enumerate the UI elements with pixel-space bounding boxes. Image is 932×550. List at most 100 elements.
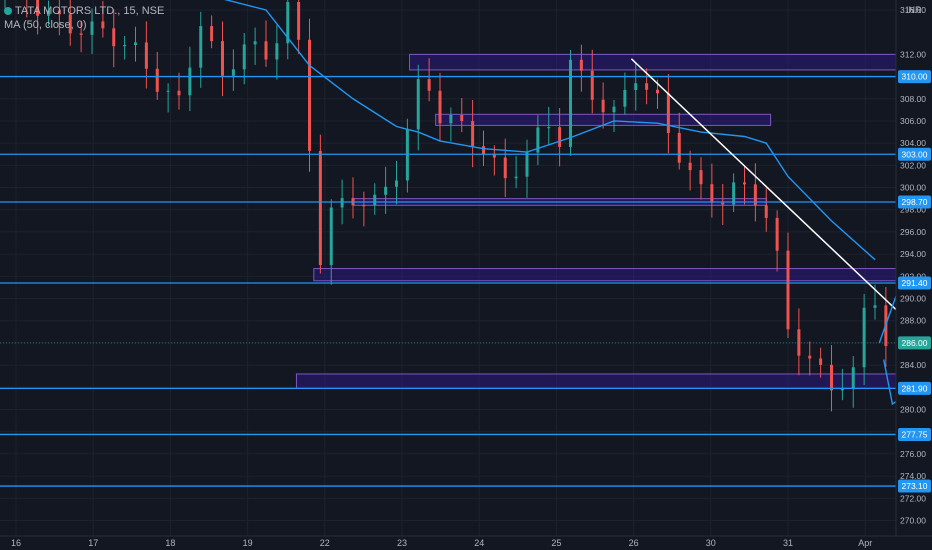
candle-body: [819, 358, 823, 365]
candle-body: [123, 45, 127, 47]
candle: [569, 49, 572, 156]
price-zone: [409, 53, 932, 71]
time-tick-label: 17: [88, 538, 98, 548]
ma-legend[interactable]: MA (50, close, 0): [4, 19, 87, 31]
candle-body: [830, 364, 833, 391]
candle-body: [177, 90, 181, 96]
candle-body: [786, 250, 790, 330]
candle-body: [188, 67, 192, 96]
candle: [68, 0, 72, 46]
candle-body: [286, 1, 290, 44]
price-axis-background: [896, 0, 932, 536]
candle: [590, 49, 594, 114]
candle-body: [601, 99, 605, 113]
candle: [416, 64, 420, 151]
price-tick-label: 284.00: [900, 360, 926, 370]
price-axis: 316.00 312.00 310.00 308.00 306.00 304.00 302.…: [895, 0, 932, 536]
price-tick-label: 274.00: [900, 471, 926, 481]
price-zone: [313, 268, 932, 282]
candle-body: [460, 114, 464, 122]
price-tick-label: 272.00: [900, 493, 926, 503]
candle-body: [101, 21, 105, 29]
level-price-tag: [898, 276, 931, 290]
candle: [199, 11, 203, 88]
candle: [123, 35, 127, 60]
symbol-legend[interactable]: TATA MOTORS LTD., 15, NSE: [4, 4, 164, 18]
candle: [253, 27, 257, 65]
candle-body: [677, 132, 681, 163]
candle: [384, 166, 388, 214]
candle: [144, 21, 148, 89]
candle: [830, 345, 833, 412]
candle: [525, 139, 529, 198]
candle-body: [482, 146, 485, 155]
candle-body: [329, 207, 333, 266]
candle: [395, 160, 398, 205]
candle: [57, 0, 61, 36]
candle-body: [79, 33, 83, 35]
candle: [514, 156, 518, 189]
candle: [710, 163, 714, 218]
price-tick-label: 288.00: [900, 316, 926, 326]
price-zone: [295, 373, 932, 389]
chart-legend: TATA MOTORS LTD., 15, NSE MA (50, close,…: [4, 4, 164, 32]
candle-body: [645, 83, 649, 90]
candle-body: [264, 41, 268, 60]
candle-body: [210, 26, 214, 42]
candle: [4, 0, 6, 9]
candle: [786, 232, 790, 338]
candle-body: [340, 198, 344, 208]
candle: [166, 83, 170, 113]
candle-body: [308, 39, 311, 151]
candle-body: [710, 184, 714, 203]
candle-body: [721, 202, 725, 205]
candle: [743, 166, 746, 205]
candle-body: [547, 127, 551, 129]
level-price-label: 281.90: [902, 383, 928, 393]
candle: [688, 150, 692, 191]
candle-body: [569, 59, 572, 147]
candle: [775, 210, 779, 272]
candle-body: [68, 14, 72, 34]
candle-body: [253, 41, 257, 45]
market-status-icon: [4, 7, 12, 16]
candle: [438, 72, 442, 142]
level-price-tag: [898, 427, 931, 441]
candle-body: [775, 217, 779, 251]
candle-body: [134, 42, 137, 46]
time-tick-label: 31: [783, 538, 793, 548]
candle: [851, 355, 855, 408]
candle: [373, 183, 377, 215]
candle-body: [873, 305, 877, 308]
price-tick-label: 306.00: [900, 116, 926, 126]
candle: [677, 112, 681, 170]
candle: [862, 294, 866, 385]
candle: [634, 62, 638, 111]
price-tick-label: 280.00: [900, 404, 926, 414]
time-axis: 16 17 18 19 22 23 24 25 26 30 31 Apr: [0, 535, 932, 550]
candle: [623, 72, 627, 115]
candle-body: [373, 194, 377, 206]
candle-body: [395, 180, 398, 187]
candle-body: [438, 90, 442, 124]
candle-body: [688, 162, 692, 171]
candle: [308, 18, 311, 172]
candle-body: [57, 10, 61, 15]
candle: [79, 21, 83, 53]
candle: [840, 368, 844, 401]
candle: [449, 107, 453, 142]
candle: [645, 68, 649, 105]
candle-body: [753, 184, 757, 206]
candle-body: [732, 182, 736, 205]
candle: [721, 183, 725, 226]
candle-body: [666, 93, 670, 133]
candle-body: [851, 367, 855, 389]
level-price-tag: [898, 147, 931, 161]
level-price-label: 310.00: [902, 72, 928, 82]
price-tick-label: 270.00: [900, 515, 926, 525]
last-price-tag: [898, 336, 931, 350]
candle: [36, 0, 40, 35]
